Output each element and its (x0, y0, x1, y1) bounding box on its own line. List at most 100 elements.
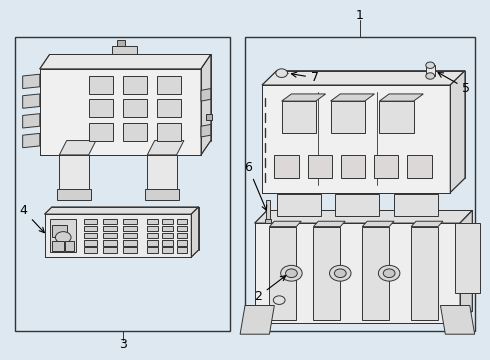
Bar (112, 45, 137, 54)
Circle shape (55, 231, 71, 243)
Bar (341, 155, 365, 178)
Bar (123, 76, 147, 94)
Bar (374, 155, 398, 178)
Polygon shape (147, 140, 184, 155)
Bar (162, 226, 172, 231)
Bar (176, 247, 187, 253)
Bar (123, 99, 147, 117)
Polygon shape (450, 71, 465, 193)
Bar (103, 247, 117, 253)
Polygon shape (262, 71, 465, 85)
Bar (157, 99, 181, 117)
Bar (157, 123, 181, 140)
Polygon shape (191, 207, 198, 257)
Polygon shape (441, 306, 475, 334)
Text: 3: 3 (119, 338, 127, 351)
Bar (52, 240, 64, 251)
Bar (274, 155, 299, 178)
Bar (265, 219, 271, 223)
Polygon shape (45, 214, 191, 257)
Polygon shape (379, 94, 423, 101)
Bar (84, 247, 98, 253)
Polygon shape (23, 94, 40, 108)
Bar (103, 219, 117, 224)
Bar (162, 219, 172, 224)
Bar (145, 189, 179, 200)
Bar (394, 194, 438, 216)
Text: 4: 4 (20, 204, 45, 233)
Bar (245, 37, 475, 330)
Bar (176, 233, 187, 238)
Polygon shape (45, 207, 198, 214)
Bar (362, 226, 389, 320)
Polygon shape (255, 211, 472, 223)
Circle shape (426, 73, 435, 79)
Bar (123, 247, 137, 253)
Polygon shape (59, 140, 96, 155)
Bar (89, 99, 113, 117)
Bar (117, 40, 124, 45)
Text: 5: 5 (438, 73, 470, 95)
Bar (84, 240, 98, 246)
Bar (84, 226, 98, 231)
Bar (335, 194, 379, 216)
Polygon shape (201, 125, 211, 137)
Polygon shape (262, 85, 450, 193)
Bar (65, 240, 74, 251)
Polygon shape (240, 306, 274, 334)
Circle shape (378, 265, 400, 281)
Bar (89, 123, 113, 140)
Bar (103, 240, 117, 246)
Bar (157, 76, 181, 94)
Bar (49, 220, 76, 252)
Polygon shape (40, 54, 211, 69)
Bar (15, 37, 230, 330)
Bar (176, 240, 187, 246)
Polygon shape (331, 94, 374, 101)
Bar (206, 114, 212, 121)
Bar (277, 194, 321, 216)
Polygon shape (362, 221, 394, 226)
Circle shape (281, 265, 302, 281)
Bar (147, 226, 158, 231)
Text: 1: 1 (356, 9, 364, 22)
Circle shape (330, 265, 351, 281)
Circle shape (334, 269, 346, 278)
Circle shape (276, 69, 288, 77)
Bar (282, 101, 316, 134)
Bar (52, 225, 67, 237)
Circle shape (426, 62, 435, 68)
Bar (103, 233, 117, 238)
Polygon shape (23, 134, 40, 148)
Bar (147, 219, 158, 224)
Bar (147, 155, 176, 191)
Bar (89, 76, 113, 94)
Bar (411, 226, 438, 320)
Text: 2: 2 (254, 276, 286, 303)
Bar (59, 155, 89, 191)
Bar (57, 189, 91, 200)
Text: 7: 7 (292, 71, 319, 84)
Bar (426, 65, 435, 76)
Bar (379, 101, 414, 134)
Bar (407, 155, 432, 178)
Bar (123, 219, 137, 224)
Bar (314, 226, 340, 320)
Polygon shape (23, 114, 40, 128)
Polygon shape (255, 223, 460, 323)
Bar (176, 226, 187, 231)
Circle shape (383, 269, 395, 278)
Circle shape (273, 296, 285, 305)
Polygon shape (314, 221, 345, 226)
Bar (308, 155, 332, 178)
Bar (162, 240, 172, 246)
Bar (103, 226, 117, 231)
Bar (123, 226, 137, 231)
Bar (123, 240, 137, 246)
Polygon shape (270, 221, 301, 226)
Polygon shape (460, 211, 472, 323)
Bar (176, 219, 187, 224)
Bar (123, 233, 137, 238)
Bar (270, 226, 296, 320)
Bar (266, 200, 270, 220)
